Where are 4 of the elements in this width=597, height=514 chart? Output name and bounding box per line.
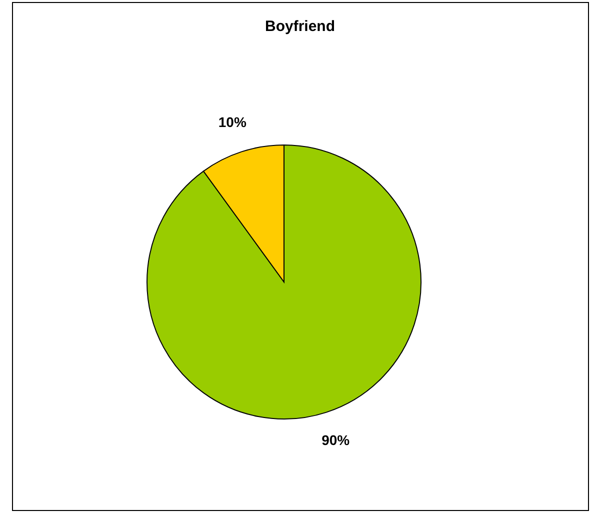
chart-title: Boyfriend: [264, 18, 336, 35]
data-label: 90%: [322, 432, 350, 448]
pie-slice: [146, 144, 422, 420]
data-label: 10%: [218, 114, 247, 130]
